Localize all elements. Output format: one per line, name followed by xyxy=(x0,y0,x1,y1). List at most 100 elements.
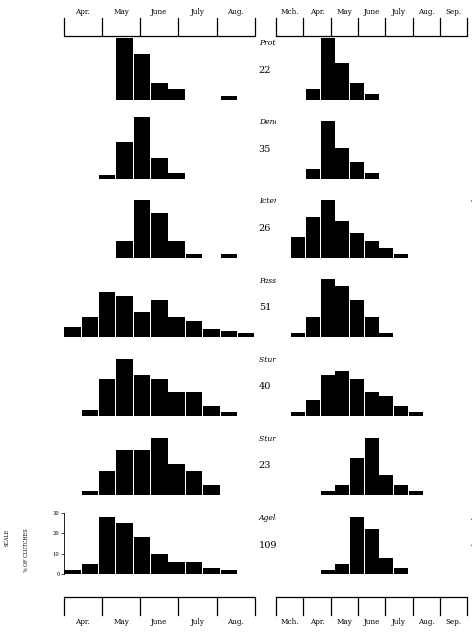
Text: May: May xyxy=(113,8,129,16)
Bar xyxy=(220,96,237,100)
Bar xyxy=(320,201,335,258)
Text: % OF CLUTCHES: % OF CLUTCHES xyxy=(24,528,29,572)
Text: 40: 40 xyxy=(259,382,271,391)
Bar xyxy=(134,201,150,258)
Bar xyxy=(116,242,133,258)
Bar xyxy=(220,412,237,417)
Bar xyxy=(64,570,81,575)
Text: Quiscalus quiscula: Quiscalus quiscula xyxy=(471,197,472,206)
Bar xyxy=(335,63,349,100)
Bar xyxy=(320,280,335,337)
Bar xyxy=(306,316,320,337)
Bar xyxy=(134,450,150,496)
Bar xyxy=(116,450,133,496)
Text: June: June xyxy=(151,8,168,16)
Bar xyxy=(169,242,185,258)
Bar xyxy=(186,562,202,575)
Bar xyxy=(365,438,379,496)
Text: 24: 24 xyxy=(471,461,472,470)
Bar xyxy=(82,316,98,337)
Bar xyxy=(186,321,202,337)
Text: Sep.: Sep. xyxy=(446,618,462,626)
Bar xyxy=(320,570,335,575)
Bar xyxy=(350,84,364,100)
Bar xyxy=(335,148,349,179)
Text: 26: 26 xyxy=(259,224,271,233)
Bar xyxy=(203,568,219,575)
Bar xyxy=(335,485,349,496)
Bar xyxy=(409,412,423,417)
Text: Aug.: Aug. xyxy=(418,618,435,626)
Text: Icteria virens: Icteria virens xyxy=(259,197,310,206)
Bar xyxy=(134,117,150,179)
Bar xyxy=(203,329,219,337)
Bar xyxy=(169,391,185,417)
Bar xyxy=(365,391,379,417)
Bar xyxy=(220,331,237,337)
Bar xyxy=(409,491,423,496)
Bar xyxy=(169,89,185,100)
Bar xyxy=(291,333,305,337)
Bar xyxy=(394,406,408,417)
Bar xyxy=(335,564,349,575)
Text: Apr.: Apr. xyxy=(76,8,90,16)
Text: Agelaius phoeniceus: Agelaius phoeniceus xyxy=(259,514,338,522)
Bar xyxy=(99,517,116,575)
Text: Sturnella magna: Sturnella magna xyxy=(259,356,323,364)
Text: Apr.: Apr. xyxy=(310,8,324,16)
Bar xyxy=(169,465,185,496)
Bar xyxy=(320,491,335,496)
Text: Apr.: Apr. xyxy=(76,618,90,626)
Text: Protonotaria citrea: Protonotaria citrea xyxy=(259,39,332,47)
Text: 87: 87 xyxy=(471,303,472,312)
Text: Mch.: Mch. xyxy=(280,8,299,16)
Text: Mch.: Mch. xyxy=(280,618,299,626)
Text: Aug.: Aug. xyxy=(228,618,244,626)
Bar xyxy=(379,396,393,417)
Text: 117: 117 xyxy=(471,382,472,391)
Bar xyxy=(379,558,393,575)
Text: 83: 83 xyxy=(471,145,472,154)
Bar xyxy=(220,570,237,575)
Bar xyxy=(169,562,185,575)
Text: June: June xyxy=(363,8,380,16)
Text: 23: 23 xyxy=(259,461,271,470)
Bar xyxy=(116,296,133,337)
Bar xyxy=(203,406,219,417)
Text: June: June xyxy=(363,618,380,626)
Text: 233: 233 xyxy=(471,224,472,233)
Text: Apr.: Apr. xyxy=(310,618,324,626)
Bar xyxy=(306,400,320,417)
Bar xyxy=(306,89,320,100)
Bar xyxy=(116,38,133,100)
Text: Molothrus ater: Molothrus ater xyxy=(471,277,472,285)
Bar xyxy=(134,537,150,575)
Bar xyxy=(379,475,393,496)
Bar xyxy=(335,221,349,258)
Text: June: June xyxy=(151,618,168,626)
Text: July: July xyxy=(191,618,204,626)
Bar xyxy=(291,412,305,417)
Text: May: May xyxy=(337,618,352,626)
Text: 35: 35 xyxy=(259,145,271,154)
Text: Aug.: Aug. xyxy=(228,8,244,16)
Bar xyxy=(186,391,202,417)
Text: Icterus galbula: Icterus galbula xyxy=(471,118,472,127)
Bar xyxy=(134,54,150,100)
Text: May: May xyxy=(337,8,352,16)
Bar xyxy=(350,379,364,417)
Text: July: July xyxy=(392,618,406,626)
Bar xyxy=(116,523,133,575)
Text: Icterus spurius: Icterus spurius xyxy=(471,39,472,47)
Bar xyxy=(394,568,408,575)
Bar xyxy=(151,438,168,496)
Bar xyxy=(365,529,379,575)
Bar xyxy=(379,333,393,337)
Text: Spiza americana: Spiza americana xyxy=(471,514,472,522)
Text: Sturnella neglecta: Sturnella neglecta xyxy=(259,435,330,443)
Text: Aug.: Aug. xyxy=(418,8,435,16)
Text: 41: 41 xyxy=(471,541,472,549)
Bar xyxy=(320,38,335,100)
Text: SCALE: SCALE xyxy=(5,529,10,546)
Bar xyxy=(99,379,116,417)
